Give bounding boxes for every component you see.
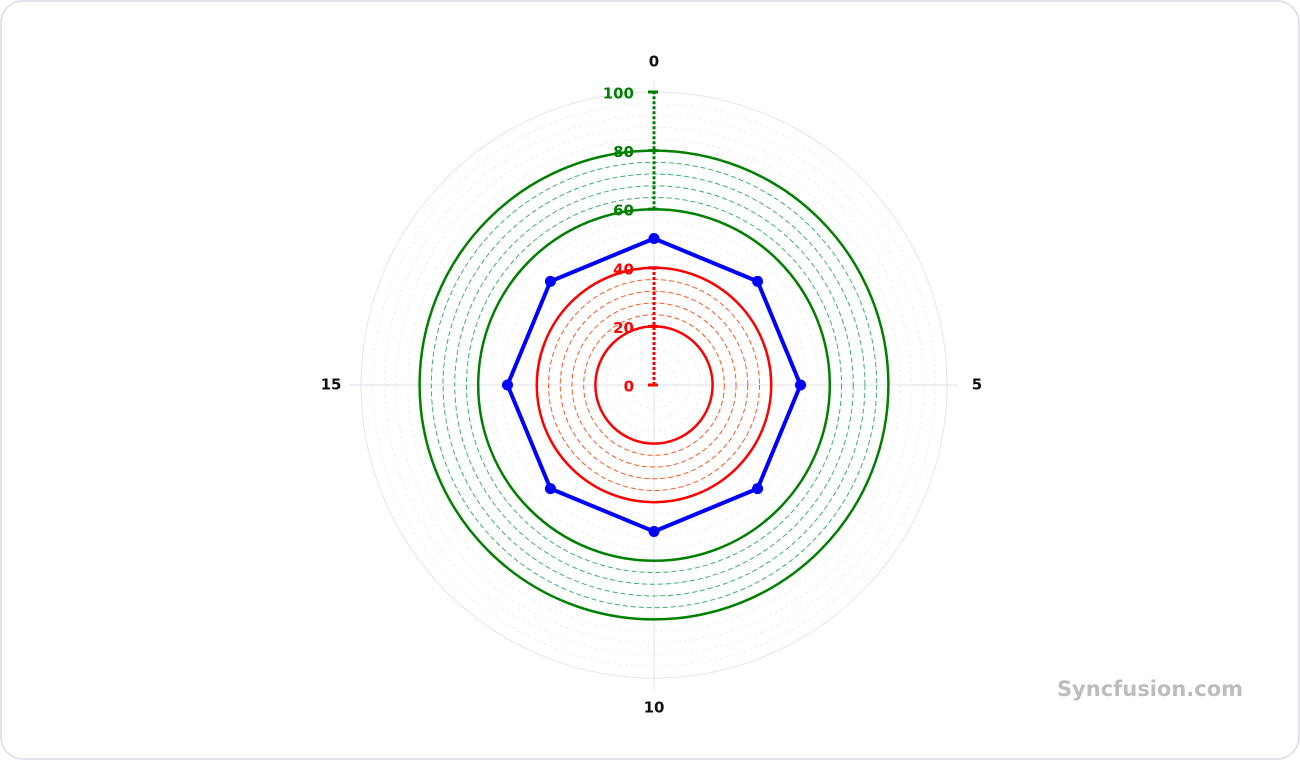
marker (795, 379, 806, 391)
x-tick-label: 0 (649, 53, 659, 71)
x-tick-label: 5 (972, 376, 982, 394)
segment-minor (559, 290, 749, 480)
watermark: Syncfusion.com (1057, 677, 1243, 701)
y-tick-label: 20 (613, 319, 634, 337)
y-tick-label: 60 (613, 202, 634, 220)
marker (544, 275, 556, 287)
y-tick-label: 40 (613, 260, 634, 278)
marker (752, 275, 764, 287)
x-tick-label: 15 (321, 376, 342, 394)
y-tick-label: 100 (603, 85, 634, 103)
y-tick-label: 0 (624, 378, 634, 396)
marker (752, 483, 764, 495)
marker (544, 483, 556, 495)
marker (648, 233, 660, 244)
y-tick-label: 80 (613, 143, 634, 161)
marker (648, 526, 660, 537)
segment-minor (454, 185, 854, 585)
x-tick-label: 10 (644, 699, 665, 717)
marker (502, 379, 513, 391)
